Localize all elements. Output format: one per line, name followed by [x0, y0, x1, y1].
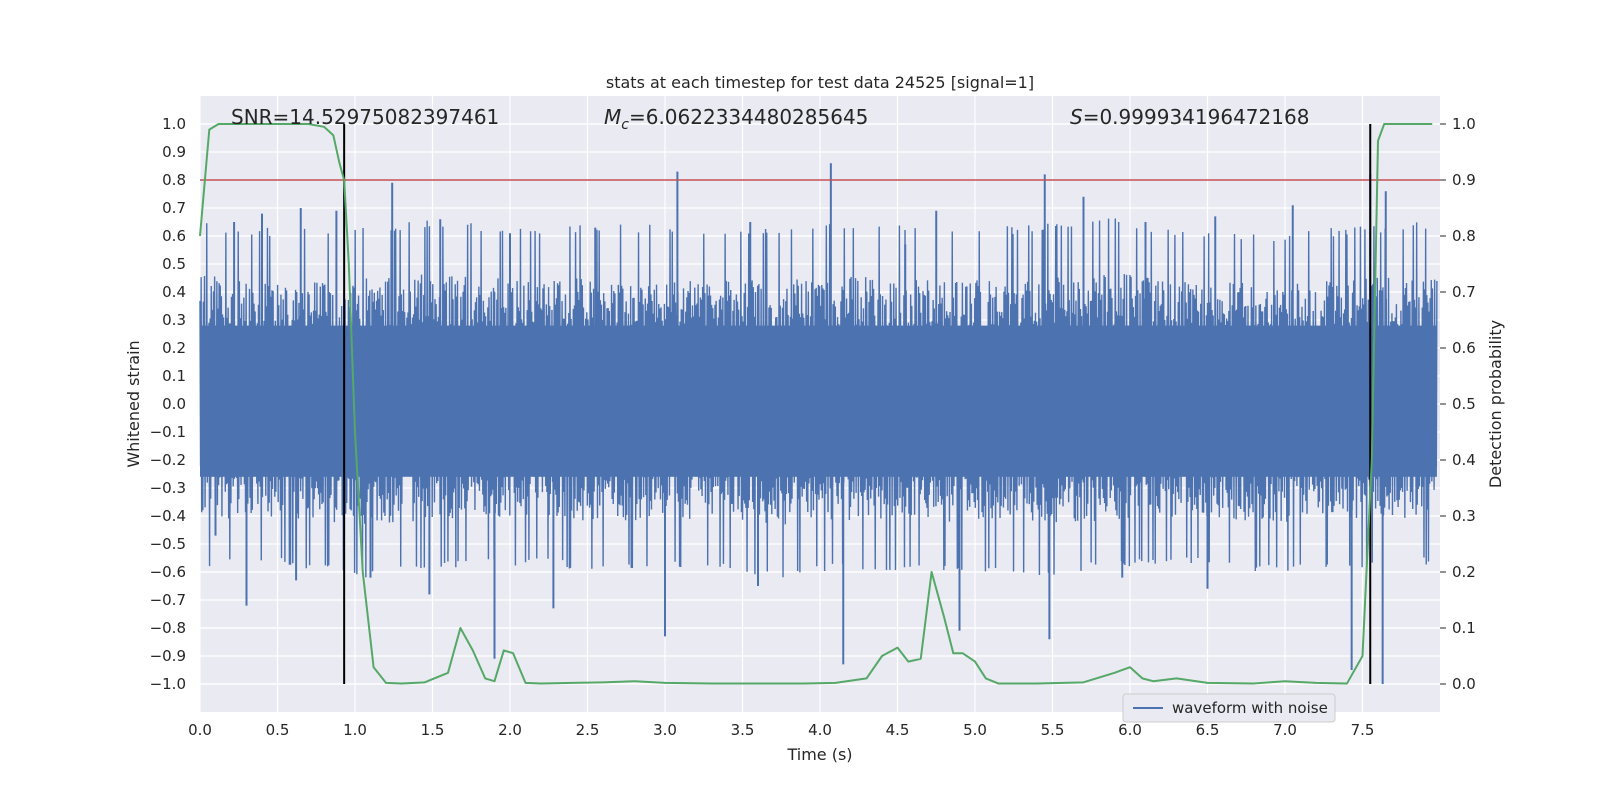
y-axis-ticks: 1.0 0.9 0.8 0.7 0.6 0.5 0.4 0.3 0.2 0.1 0.0 −0.1 −0.… — [150, 115, 186, 693]
y-tick-label-15: −0.5 — [150, 535, 186, 553]
y-tick-label-14: −0.4 — [150, 507, 186, 525]
x-axis-ticks: 0.0 0.5 1.0 1.5 2.0 2.5 3.0 3.5 4.0 4.5 5.0 5.5 6.0 6… — [188, 721, 1374, 739]
x-axis-label: Time (s) — [786, 745, 852, 764]
y-tick-label-12: −0.2 — [150, 451, 186, 469]
y2-tick-label-5: 0.5 — [1452, 395, 1476, 413]
legend-box — [1122, 693, 1336, 723]
snr-annotation: SNR=14.52975082397461 — [231, 105, 499, 129]
y-tick-label-18: −0.8 — [150, 619, 186, 637]
chart-title: stats at each timestep for test data 245… — [606, 73, 1034, 92]
x-tick-label-1: 0.5 — [266, 721, 290, 739]
y-tick-label-1: 0.9 — [162, 143, 186, 161]
waveform-series — [199, 163, 1438, 684]
y-tick-label-11: −0.1 — [150, 423, 186, 441]
x-tick-label-9: 4.5 — [886, 721, 910, 739]
chirp-mass-subscript: c — [621, 117, 629, 133]
y-axis-label: Whitened strain — [124, 340, 143, 467]
x-tick-label-2: 1.0 — [343, 721, 367, 739]
y-tick-label-7: 0.3 — [162, 311, 186, 329]
score-symbol: S — [1070, 105, 1083, 129]
y-tick-label-13: −0.3 — [150, 479, 186, 497]
x-tick-label-5: 2.5 — [576, 721, 600, 739]
y-tick-label-20: −1.0 — [150, 675, 186, 693]
probability-series — [199, 123, 1433, 685]
y-tick-label-16: −0.6 — [150, 563, 186, 581]
y2-tick-label-3: 0.7 — [1452, 283, 1476, 301]
x-tick-label-0: 0.0 — [188, 721, 212, 739]
y2-axis-ticks: 1.0 0.9 0.8 0.7 0.6 0.5 0.4 0.3 0.2 0.1 0.0 — [1440, 115, 1476, 693]
y-tick-label-5: 0.5 — [162, 255, 186, 273]
x-tick-label-13: 6.5 — [1196, 721, 1220, 739]
x-tick-label-3: 1.5 — [421, 721, 445, 739]
y-tick-label-4: 0.6 — [162, 227, 186, 245]
x-tick-label-6: 3.0 — [653, 721, 677, 739]
y-tick-label-9: 0.1 — [162, 367, 186, 385]
x-tick-label-12: 6.0 — [1118, 721, 1142, 739]
y-tick-label-0: 1.0 — [162, 115, 186, 133]
y2-axis-label: Detection probability — [1486, 320, 1505, 488]
y-tick-label-8: 0.2 — [162, 339, 186, 357]
y2-tick-label-8: 0.2 — [1452, 563, 1476, 581]
y-tick-label-3: 0.7 — [162, 199, 186, 217]
score-annotation: S=0.999934196472168 — [1070, 105, 1309, 129]
y-tick-label-2: 0.8 — [162, 171, 186, 189]
x-tick-label-8: 4.0 — [808, 721, 832, 739]
x-tick-label-10: 5.0 — [963, 721, 987, 739]
vertical-markers — [343, 124, 1372, 684]
y-tick-label-10: 0.0 — [162, 395, 186, 413]
y2-tick-label-7: 0.3 — [1452, 507, 1476, 525]
chirp-mass-symbol: M — [604, 105, 621, 129]
y-tick-label-17: −0.7 — [150, 591, 186, 609]
legend-entry-waveform: waveform with noise — [1172, 699, 1328, 717]
probability-line — [199, 123, 1433, 685]
y2-tick-label-0: 1.0 — [1452, 115, 1476, 133]
waveform-core — [200, 325, 1437, 477]
legend: waveform with noise — [1122, 693, 1336, 723]
y-tick-label-19: −0.9 — [150, 647, 186, 665]
x-tick-label-15: 7.5 — [1351, 721, 1375, 739]
y2-tick-label-1: 0.9 — [1452, 171, 1476, 189]
x-tick-label-4: 2.0 — [498, 721, 522, 739]
x-tick-label-14: 7.0 — [1273, 721, 1297, 739]
x-tick-label-11: 5.5 — [1041, 721, 1065, 739]
x-tick-label-7: 3.5 — [731, 721, 755, 739]
chirp-mass-annotation: Mc=6.0622334480285645 — [604, 105, 868, 133]
y-tick-label-6: 0.4 — [162, 283, 186, 301]
y2-tick-label-2: 0.8 — [1452, 227, 1476, 245]
y2-tick-label-6: 0.4 — [1452, 451, 1476, 469]
y2-tick-label-10: 0.0 — [1452, 675, 1476, 693]
y2-tick-label-9: 0.1 — [1452, 619, 1476, 637]
y2-tick-label-4: 0.6 — [1452, 339, 1476, 357]
score-value: =0.999934196472168 — [1083, 105, 1310, 129]
chirp-mass-value: =6.0622334480285645 — [629, 105, 868, 129]
